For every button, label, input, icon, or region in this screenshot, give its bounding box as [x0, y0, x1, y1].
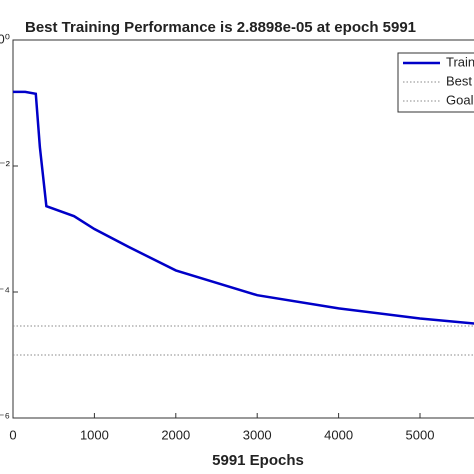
- chart-title: Best Training Performance is 2.8898e-05 …: [25, 19, 416, 36]
- x-tick-label: 4000: [324, 427, 353, 442]
- x-tick-label: 2000: [161, 427, 190, 442]
- y-tick-label: 10⁻²: [0, 157, 11, 172]
- x-tick-label: 1000: [80, 427, 109, 442]
- legend-label: Train: [446, 54, 474, 69]
- x-axis-label: 5991 Epochs: [212, 452, 304, 469]
- legend-label: Best: [446, 73, 472, 88]
- x-tick-label: 0: [9, 427, 16, 442]
- legend-label: Goal: [446, 92, 474, 107]
- x-tick-label: 5000: [406, 427, 435, 442]
- series-line: [13, 90, 474, 325]
- y-tick-label: 10⁻⁴: [0, 283, 10, 298]
- x-tick-label: 3000: [243, 427, 272, 442]
- y-tick-label: 10⁻⁶: [0, 409, 10, 424]
- y-tick-label: 10⁰: [0, 31, 10, 46]
